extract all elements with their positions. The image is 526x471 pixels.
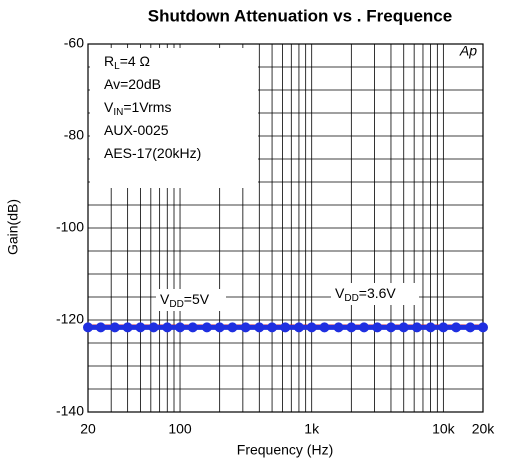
note-part: L [114, 61, 120, 72]
legend-label-part: V [160, 291, 170, 307]
x-tick-label: 10k [432, 421, 456, 437]
legend-bg [331, 283, 419, 305]
note: VIN=1Vrms [104, 99, 171, 118]
marker [438, 322, 449, 333]
marker [201, 322, 212, 333]
marker [240, 322, 251, 333]
marker [372, 322, 383, 333]
marker [319, 322, 330, 333]
marker [227, 322, 238, 333]
marker [83, 322, 93, 333]
marker [398, 322, 409, 333]
x-axis-label: Frequency (Hz) [237, 442, 333, 458]
note: AES-17(20kHz) [104, 145, 201, 161]
marker [346, 322, 357, 333]
note: Av=20dB [104, 76, 161, 92]
x-tick-label: 1k [304, 421, 320, 437]
marker [95, 322, 106, 333]
marker [411, 322, 422, 333]
marker [187, 322, 198, 333]
marker [359, 322, 370, 333]
y-tick-label: -120 [56, 311, 84, 327]
marker [385, 322, 396, 333]
y-tick-label: -100 [56, 219, 84, 235]
marker [451, 322, 462, 333]
note: AUX-0025 [104, 122, 169, 138]
marker [148, 322, 159, 333]
note-part: R [104, 53, 114, 69]
note: RL=4 Ω [104, 53, 150, 72]
y-tick-label: -60 [64, 35, 84, 51]
x-tick-label: 100 [168, 421, 192, 437]
legend-label-part: =3.6V [359, 285, 397, 301]
note-part: AES-17(20kHz) [104, 145, 201, 161]
note-part: Av=20dB [104, 76, 161, 92]
note-part: V [104, 99, 114, 115]
note-part: AUX-0025 [104, 122, 169, 138]
marker [333, 322, 344, 333]
marker [122, 322, 133, 333]
y-tick-label: -140 [56, 403, 84, 419]
marker [280, 322, 291, 333]
marker [135, 322, 146, 333]
chart-title: Shutdown Attenuation vs . Frequence [148, 6, 452, 25]
x-tick-label: 20 [80, 421, 96, 437]
marker [425, 322, 436, 333]
marker [254, 322, 265, 333]
marker [162, 322, 173, 333]
legend-label: VDD=3.6V [335, 285, 396, 304]
marker [109, 322, 120, 333]
marker [267, 322, 278, 333]
marker [214, 322, 225, 333]
y-axis-label: Gain(dB) [5, 199, 21, 255]
legend-label-part: V [335, 285, 345, 301]
legend-label-part: =5V [184, 291, 210, 307]
note-box [90, 48, 258, 188]
marker [175, 322, 186, 333]
marker [465, 322, 476, 333]
legend-label: VDD=5V [160, 291, 210, 310]
note-part: =1Vrms [123, 99, 171, 115]
plot-frame [87, 43, 484, 413]
legend-label-part: DD [169, 299, 183, 310]
marker [293, 322, 304, 333]
legend-bg [156, 289, 226, 311]
x-tick-label: 20k [472, 421, 496, 437]
logo: Ap [459, 43, 477, 59]
note-part: IN [113, 107, 123, 118]
marker [306, 322, 317, 333]
legend-label-part: DD [344, 293, 358, 304]
y-tick-label: -80 [64, 127, 84, 143]
note-part: =4 Ω [120, 53, 150, 69]
marker [478, 322, 488, 333]
